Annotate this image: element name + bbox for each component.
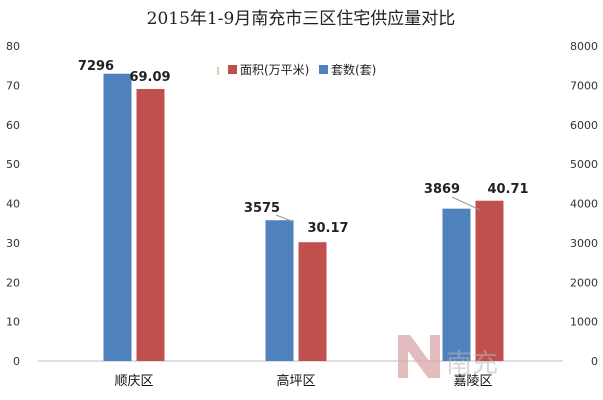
bar-area-1 <box>136 88 165 361</box>
left-tick-label: 10 <box>6 316 20 329</box>
right-tick-label: 1000 <box>570 316 598 329</box>
right-tick-label: 8000 <box>570 40 598 53</box>
watermark-text: 南充 <box>446 349 498 379</box>
left-tick-label: 40 <box>6 198 20 211</box>
bars <box>103 73 504 361</box>
axes: 0 10 20 30 40 50 60 70 80 0 1000 2000 3000 4000 5000 60… <box>6 40 598 389</box>
watermark-n-icon <box>398 335 440 378</box>
legend-label-units: 套数(套) <box>331 62 376 77</box>
category-label: 嘉陵区 <box>453 374 492 389</box>
chart-title: 2015年1-9月南充市三区住宅供应量对比 <box>147 9 456 29</box>
right-tick-label: 7000 <box>570 79 598 92</box>
legend-label-area: 面积(万平米) <box>240 63 309 77</box>
bar-units-2 <box>265 220 294 361</box>
left-tick-label: 0 <box>13 355 20 368</box>
left-tick-label: 20 <box>6 276 20 289</box>
label-leader-line <box>275 214 295 223</box>
right-tick-label: 6000 <box>570 119 598 132</box>
data-label-area: 69.09 <box>129 70 170 85</box>
right-tick-label: 5000 <box>570 158 598 171</box>
label-leader-line <box>451 196 481 211</box>
left-tick-label: 60 <box>6 119 20 132</box>
bar-area-3 <box>475 200 504 361</box>
bar-units-1 <box>103 73 132 361</box>
data-label-units: 7296 <box>78 59 114 74</box>
right-tick-label: 2000 <box>570 276 598 289</box>
category-label: 高坪区 <box>276 373 315 389</box>
right-tick-label: 4000 <box>570 198 598 211</box>
data-label-area: 40.71 <box>487 182 528 197</box>
bar-units-3 <box>442 208 471 361</box>
legend-swatch-units <box>319 65 328 74</box>
data-label-area: 30.17 <box>307 221 348 236</box>
watermark-logo: 南充 <box>398 335 498 379</box>
right-tick-label: 3000 <box>570 237 598 250</box>
data-labels: 7296 69.09 3575 30.17 3869 40.71 <box>78 59 529 236</box>
legend-swatch-area <box>228 65 237 74</box>
left-tick-label: 50 <box>6 158 20 171</box>
right-tick-label: 0 <box>591 355 598 368</box>
category-label: 顺庆区 <box>114 374 153 389</box>
legend: 面积(万平米) 套数(套) <box>217 62 376 77</box>
left-tick-label: 70 <box>6 79 20 92</box>
left-tick-label: 30 <box>6 237 20 250</box>
data-label-units: 3575 <box>244 201 280 216</box>
left-tick-label: 80 <box>6 40 20 53</box>
bar-area-2 <box>298 242 327 361</box>
data-label-units: 3869 <box>424 182 460 197</box>
